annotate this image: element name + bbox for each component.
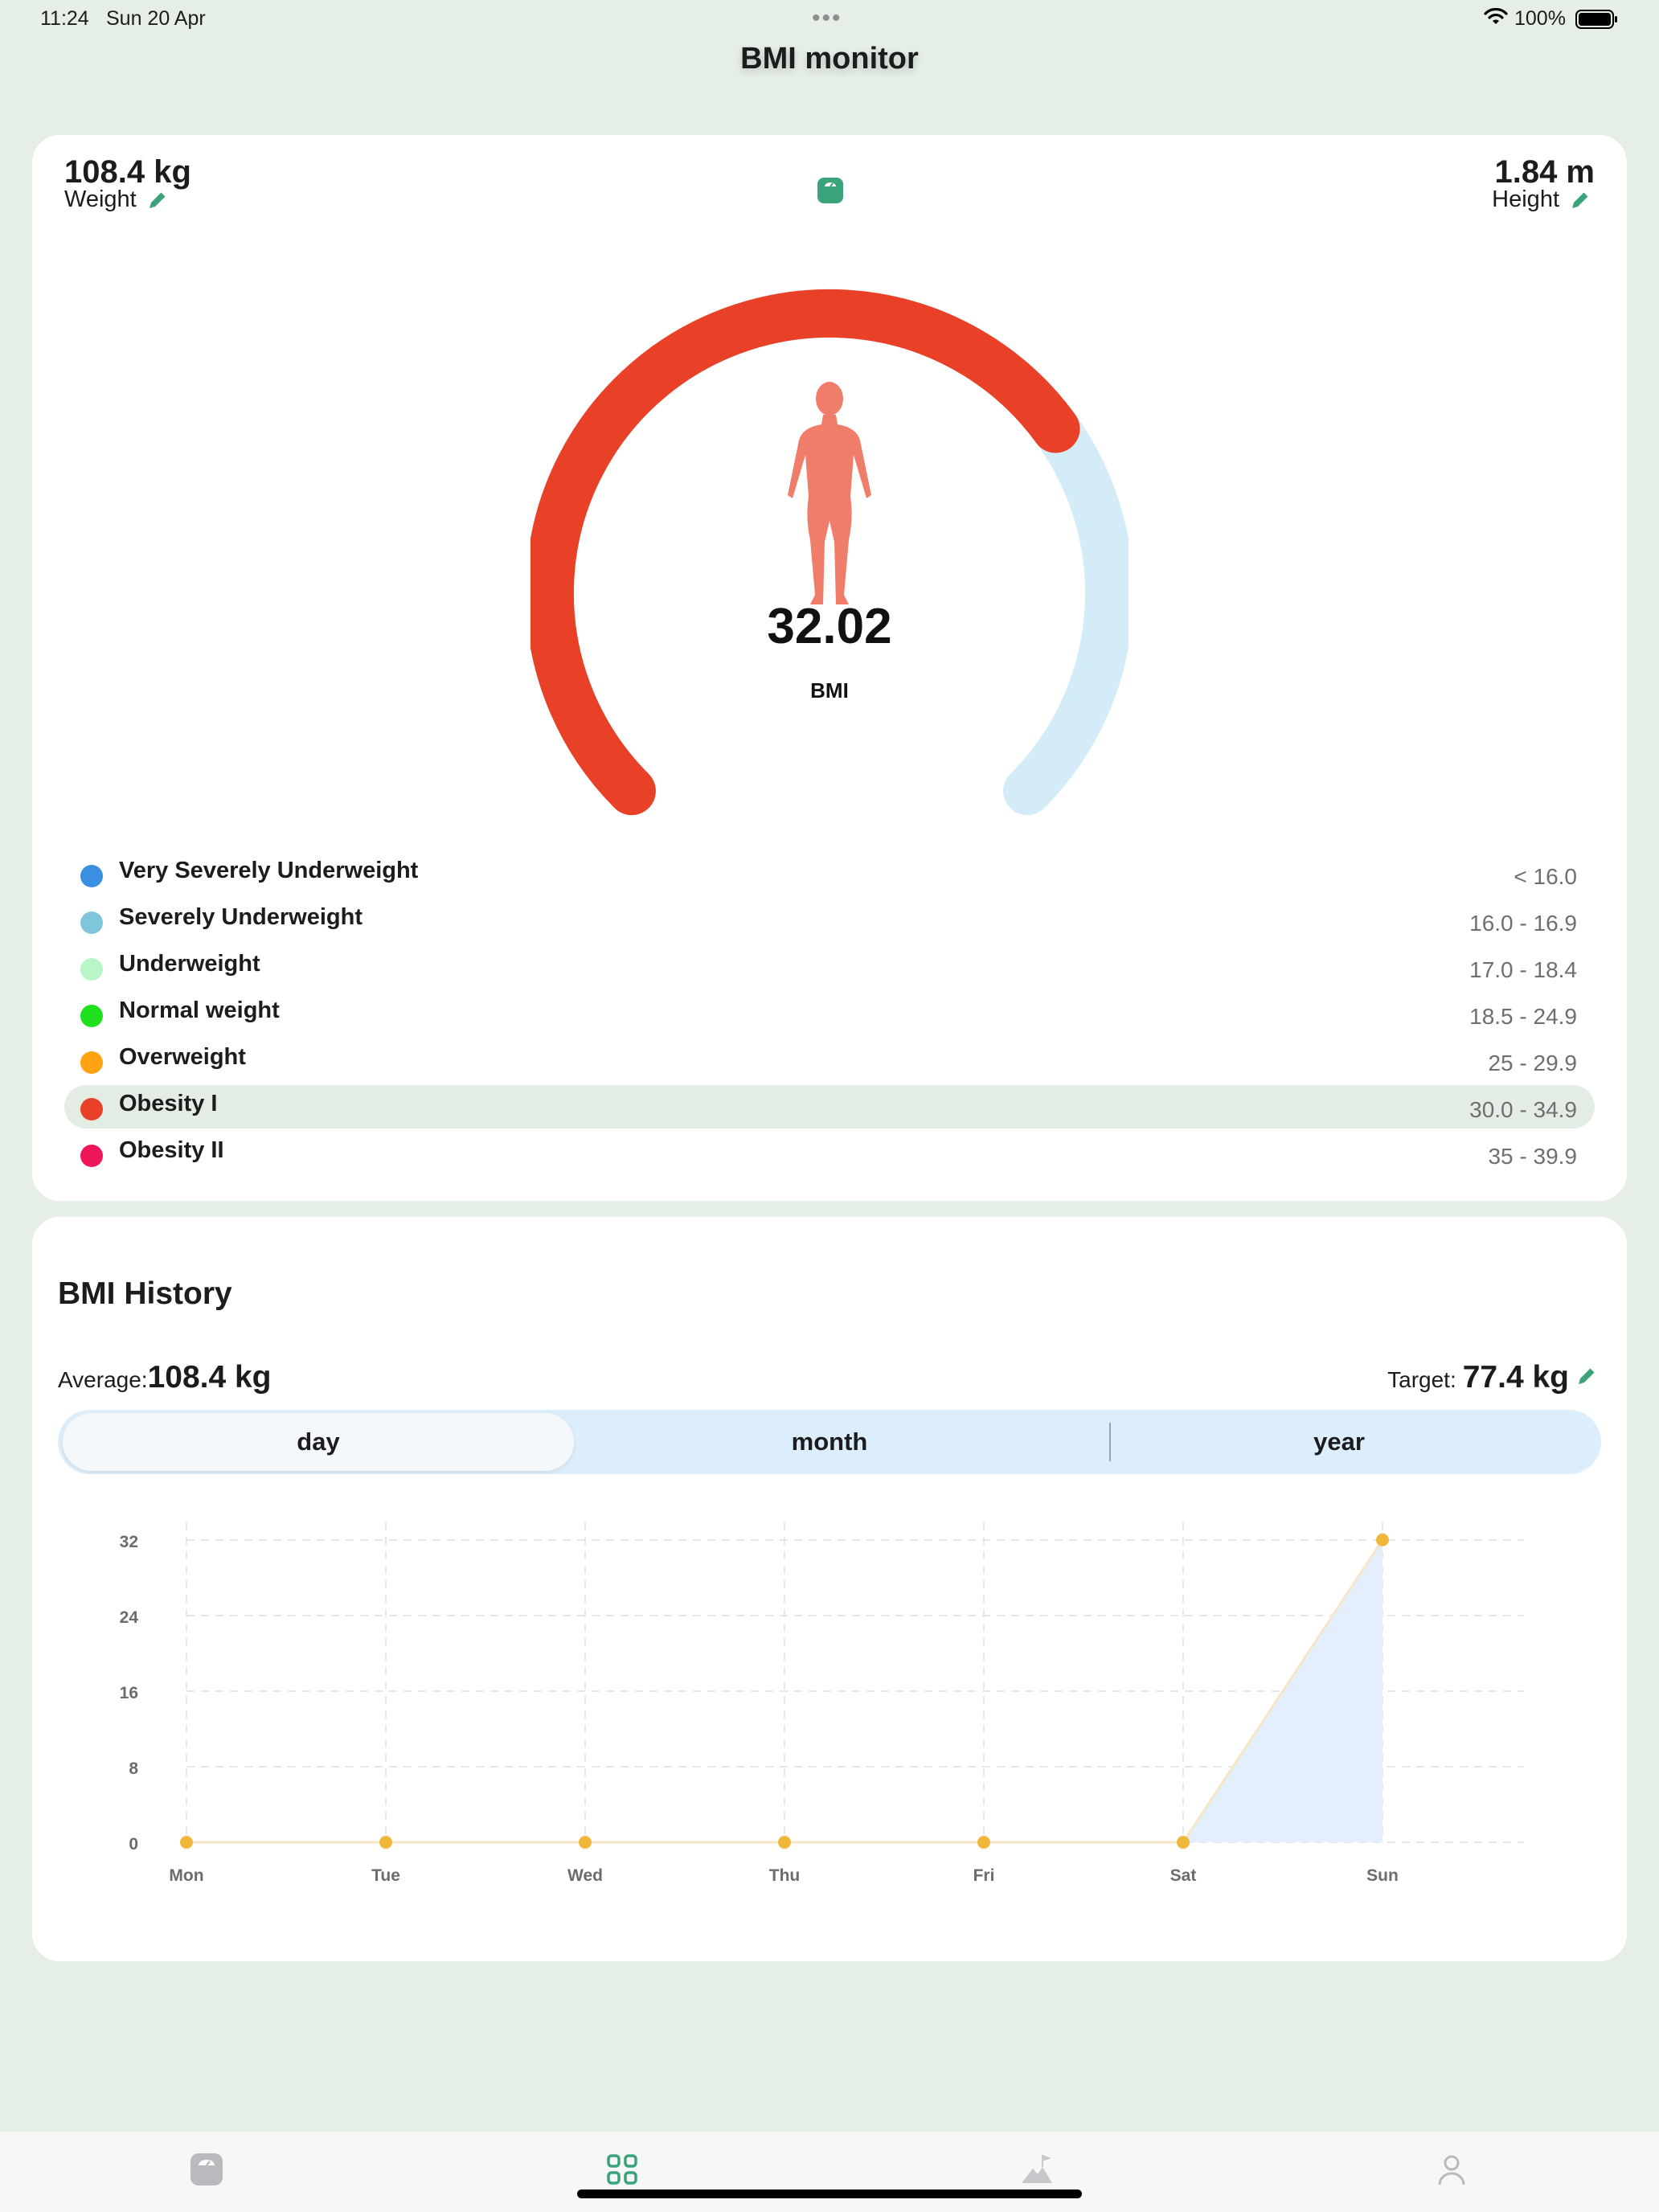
chart-point — [1376, 1533, 1389, 1546]
body-figure-icon — [788, 382, 871, 604]
category-dot — [80, 911, 103, 934]
category-range: 35 - 39.9 — [1488, 1144, 1577, 1169]
y-tick-label: 32 — [120, 1533, 138, 1551]
segment-year[interactable]: year — [1313, 1428, 1365, 1456]
segment-day[interactable]: day — [63, 1413, 574, 1471]
tab-bar — [0, 2132, 1659, 2212]
edit-pencil-icon[interactable] — [146, 189, 169, 211]
category-name: Overweight — [119, 1044, 246, 1070]
category-row: Obesity II 35 - 39.9 — [64, 1132, 1595, 1175]
category-name: Obesity II — [119, 1137, 224, 1163]
category-name: Very Severely Underweight — [119, 858, 419, 883]
category-dot — [80, 1051, 103, 1074]
bmi-gauge — [530, 289, 1129, 816]
x-tick-label: Sun — [1366, 1866, 1399, 1885]
chart-point — [1177, 1836, 1190, 1849]
scale-icon — [817, 177, 844, 204]
category-row: Obesity I 30.0 - 34.9 — [64, 1085, 1595, 1129]
multitasking-dots-icon[interactable]: ••• — [812, 5, 842, 31]
category-row: Overweight 25 - 29.9 — [64, 1038, 1595, 1082]
height-label: Height — [1492, 186, 1559, 212]
category-row: Very Severely Underweight < 16.0 — [64, 852, 1595, 895]
wifi-icon — [1484, 7, 1508, 33]
status-bar: 11:24 Sun 20 Apr ••• 100% — [0, 0, 1659, 40]
height-value: 1.84 m — [1494, 154, 1595, 190]
tab-profile[interactable] — [1432, 2149, 1472, 2189]
category-row: Underweight 17.0 - 18.4 — [64, 945, 1595, 989]
segment-divider — [1109, 1423, 1111, 1461]
home-indicator[interactable] — [577, 2189, 1082, 2198]
battery-icon — [1575, 10, 1619, 35]
y-tick-label: 16 — [120, 1684, 138, 1702]
tab-dashboard[interactable] — [602, 2149, 642, 2189]
x-tick-label: Mon — [169, 1866, 203, 1885]
chart-point — [579, 1836, 592, 1849]
category-name: Normal weight — [119, 997, 280, 1023]
category-dot — [80, 1005, 103, 1027]
status-date: Sun 20 Apr — [106, 7, 206, 30]
category-range: 30.0 - 34.9 — [1469, 1097, 1577, 1122]
average-row: Average: 108.4 kg — [58, 1360, 272, 1395]
category-range: < 16.0 — [1514, 864, 1577, 889]
period-segmented-control: day month year — [58, 1410, 1601, 1474]
bmi-card: 108.4 kg Weight 1.84 m Height 32.02 BMI — [32, 135, 1627, 1201]
y-tick-label: 8 — [129, 1759, 138, 1778]
bmi-label: BMI — [810, 678, 849, 703]
chart-point — [379, 1836, 392, 1849]
category-name: Severely Underweight — [119, 904, 363, 930]
chart-point — [977, 1836, 990, 1849]
battery-percent: 100% — [1514, 7, 1566, 30]
bmi-history-chart: 0 8 16 24 32 Mon Tue Wed Thu Fri Sat Sun — [120, 1522, 1524, 1885]
category-row: Normal weight 18.5 - 24.9 — [64, 992, 1595, 1035]
category-row: Severely Underweight 16.0 - 16.9 — [64, 899, 1595, 942]
average-value: 108.4 kg — [147, 1360, 272, 1395]
weight-edit-button[interactable]: Weight — [64, 186, 169, 213]
mountain-flag-icon — [1022, 2154, 1052, 2183]
tab-scale[interactable] — [186, 2149, 227, 2189]
average-label: Average: — [58, 1367, 148, 1392]
x-tick-label: Sat — [1170, 1866, 1197, 1885]
edit-pencil-icon[interactable] — [1575, 1365, 1598, 1387]
x-tick-label: Fri — [973, 1866, 995, 1885]
height-edit-button[interactable]: Height — [1492, 186, 1591, 213]
category-name: Obesity I — [119, 1091, 218, 1116]
category-range: 18.5 - 24.9 — [1469, 1004, 1577, 1029]
grid-icon — [607, 2154, 637, 2185]
category-range: 17.0 - 18.4 — [1469, 957, 1577, 982]
category-dot — [80, 1098, 103, 1120]
page-title: BMI monitor — [740, 42, 919, 76]
x-tick-label: Wed — [567, 1866, 603, 1885]
bmi-history-card: BMI History Average: 108.4 kg Target: 77… — [32, 1217, 1627, 1961]
history-title: BMI History — [58, 1276, 232, 1311]
chart-point — [180, 1836, 193, 1849]
category-range: 16.0 - 16.9 — [1469, 911, 1577, 936]
status-time: 11:24 — [40, 7, 89, 30]
bmi-category-list: Very Severely Underweight < 16.0 Severel… — [64, 852, 1595, 1178]
target-edit-button[interactable]: Target: 77.4 kg — [1387, 1360, 1598, 1395]
edit-pencil-icon[interactable] — [1569, 189, 1591, 211]
target-label: Target: — [1387, 1367, 1456, 1392]
category-range: 25 - 29.9 — [1488, 1051, 1577, 1075]
x-tick-label: Tue — [371, 1866, 400, 1885]
bmi-value: 32.02 — [767, 599, 892, 654]
y-tick-label: 24 — [120, 1608, 139, 1627]
gauge-fill — [530, 289, 1080, 816]
scale-icon — [190, 2153, 223, 2185]
segment-month[interactable]: month — [791, 1428, 868, 1456]
category-dot — [80, 1145, 103, 1167]
category-dot — [80, 865, 103, 887]
chart-point — [778, 1836, 791, 1849]
weight-label: Weight — [64, 186, 137, 212]
category-dot — [80, 958, 103, 981]
tab-goals[interactable] — [1017, 2149, 1057, 2189]
person-icon — [1438, 2155, 1465, 2185]
y-tick-label: 0 — [129, 1835, 138, 1854]
weight-value: 108.4 kg — [64, 154, 191, 190]
chart-area — [186, 1539, 1382, 1842]
x-tick-label: Thu — [769, 1866, 800, 1885]
category-name: Underweight — [119, 951, 260, 977]
target-value: 77.4 kg — [1462, 1360, 1569, 1395]
